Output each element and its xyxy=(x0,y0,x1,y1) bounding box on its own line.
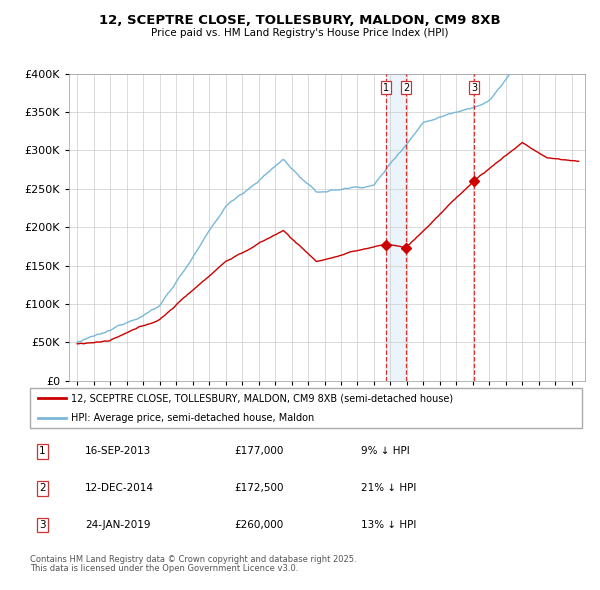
Text: 12, SCEPTRE CLOSE, TOLLESBURY, MALDON, CM9 8XB (semi-detached house): 12, SCEPTRE CLOSE, TOLLESBURY, MALDON, C… xyxy=(71,394,454,404)
Text: £172,500: £172,500 xyxy=(234,483,284,493)
Text: 24-JAN-2019: 24-JAN-2019 xyxy=(85,520,151,530)
Text: Price paid vs. HM Land Registry's House Price Index (HPI): Price paid vs. HM Land Registry's House … xyxy=(151,28,449,38)
Text: 9% ↓ HPI: 9% ↓ HPI xyxy=(361,447,410,457)
Bar xyxy=(386,74,406,381)
Text: 2: 2 xyxy=(403,83,409,93)
Text: 1: 1 xyxy=(39,447,46,457)
Text: This data is licensed under the Open Government Licence v3.0.: This data is licensed under the Open Gov… xyxy=(30,564,298,573)
Text: 13% ↓ HPI: 13% ↓ HPI xyxy=(361,520,416,530)
FancyBboxPatch shape xyxy=(30,388,582,428)
Text: 3: 3 xyxy=(39,520,46,530)
Text: 1: 1 xyxy=(383,83,389,93)
Text: £260,000: £260,000 xyxy=(234,520,283,530)
Text: £177,000: £177,000 xyxy=(234,447,284,457)
Text: 3: 3 xyxy=(471,83,477,93)
Text: 12, SCEPTRE CLOSE, TOLLESBURY, MALDON, CM9 8XB: 12, SCEPTRE CLOSE, TOLLESBURY, MALDON, C… xyxy=(99,14,501,27)
Text: 2: 2 xyxy=(39,483,46,493)
Text: 21% ↓ HPI: 21% ↓ HPI xyxy=(361,483,416,493)
Text: Contains HM Land Registry data © Crown copyright and database right 2025.: Contains HM Land Registry data © Crown c… xyxy=(30,555,356,563)
Text: HPI: Average price, semi-detached house, Maldon: HPI: Average price, semi-detached house,… xyxy=(71,413,314,422)
Text: 16-SEP-2013: 16-SEP-2013 xyxy=(85,447,151,457)
Text: 12-DEC-2014: 12-DEC-2014 xyxy=(85,483,154,493)
